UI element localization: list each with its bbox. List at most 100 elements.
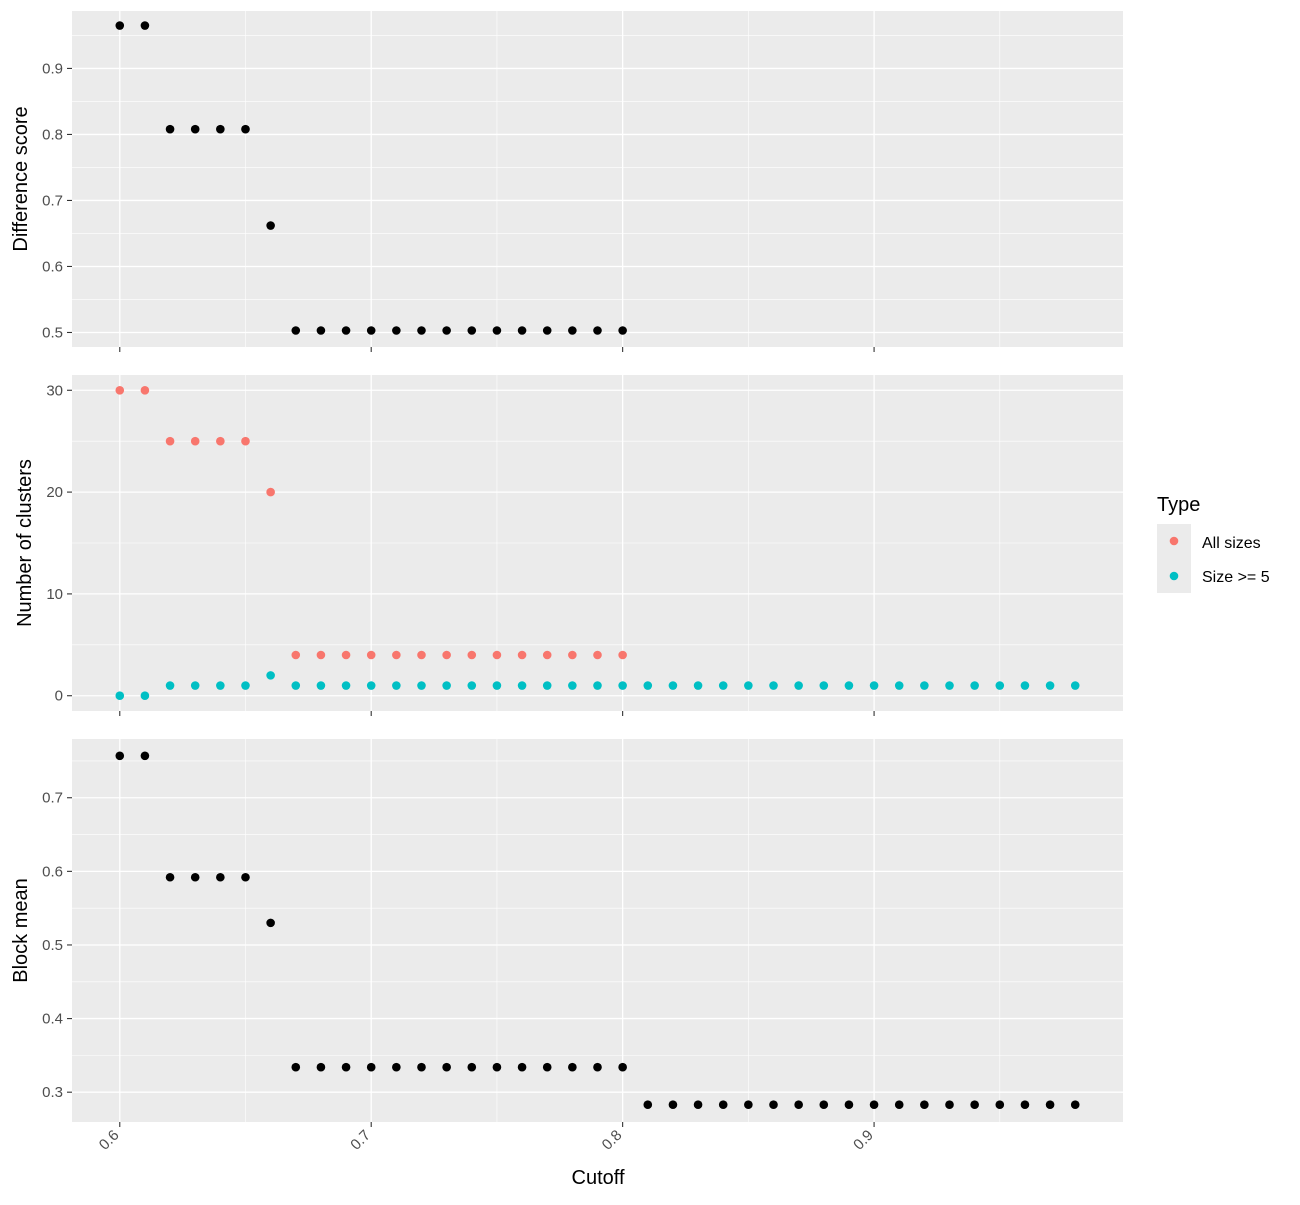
data-point	[392, 681, 401, 690]
data-point	[316, 326, 326, 335]
data-point	[492, 681, 502, 690]
data-point	[467, 650, 477, 660]
data-point	[442, 326, 451, 335]
data-point	[140, 21, 150, 30]
y-tick-label: 0	[55, 688, 63, 705]
data-point	[618, 681, 627, 690]
data-point	[869, 1100, 879, 1110]
data-point	[794, 1100, 803, 1110]
y-tick-label: 0.5	[42, 937, 63, 954]
data-point	[1045, 1100, 1055, 1110]
data-point	[568, 650, 577, 660]
data-point	[366, 681, 376, 690]
data-point	[115, 385, 125, 395]
y-tick-label: 0.7	[42, 192, 63, 209]
data-point	[417, 1062, 426, 1072]
data-point	[115, 21, 125, 30]
data-point	[995, 1100, 1005, 1110]
data-point	[266, 918, 275, 928]
data-point	[668, 681, 678, 690]
data-point	[492, 326, 502, 335]
data-point	[794, 681, 803, 690]
data-point	[618, 650, 627, 660]
data-point	[819, 681, 829, 690]
data-point	[542, 326, 552, 335]
data-point	[392, 326, 401, 335]
data-point	[216, 436, 225, 446]
data-point	[266, 487, 275, 497]
legend-key-size-5	[1169, 571, 1179, 581]
data-point	[517, 1062, 527, 1072]
panel-background	[72, 739, 1123, 1122]
data-point	[190, 681, 200, 690]
x-axis: 0.6 0.7 0.8 0.9	[96, 1127, 877, 1154]
data-point	[467, 326, 477, 335]
data-point	[593, 326, 602, 335]
y-tick-label: 0.5	[42, 324, 63, 341]
data-point	[517, 681, 527, 690]
data-point	[417, 681, 426, 690]
data-point	[1020, 1100, 1030, 1110]
data-point	[442, 1062, 451, 1072]
data-point	[542, 1062, 552, 1072]
data-point	[467, 681, 477, 690]
y-tick-label: 10	[46, 586, 63, 603]
x-tick-label: 0.9	[850, 1127, 877, 1154]
data-point	[341, 1062, 351, 1072]
data-point	[392, 1062, 401, 1072]
data-point	[366, 326, 376, 335]
data-point	[291, 1062, 301, 1072]
data-point	[920, 681, 929, 690]
series-1	[115, 21, 627, 335]
data-point	[241, 681, 250, 690]
panels-layer: 0.5 0.6 0.7 0.8 0.9 Difference score 0 10 20 30 Nu…	[10, 11, 1123, 1127]
data-point	[668, 1100, 678, 1110]
data-point	[341, 326, 351, 335]
data-point	[920, 1100, 929, 1110]
panel-background	[72, 11, 1123, 347]
y-tick-label: 0.9	[42, 60, 63, 77]
y-tick-label: 0.4	[42, 1011, 63, 1028]
panel-3: 0.3 0.4 0.5 0.6 0.7 Block mean	[10, 739, 1123, 1127]
data-point	[241, 872, 250, 882]
legend-key-background	[1157, 524, 1191, 593]
data-point	[417, 326, 426, 335]
data-point	[970, 681, 979, 690]
y-tick-label: 0.7	[42, 790, 63, 807]
data-point	[1070, 1100, 1080, 1110]
data-point	[769, 1100, 778, 1110]
data-point	[165, 124, 175, 134]
y-axis-title: Difference score	[10, 106, 32, 251]
panel-1: 0.5 0.6 0.7 0.8 0.9 Difference score	[10, 11, 1123, 352]
data-point	[945, 681, 954, 690]
y-tick-label: 0.6	[42, 863, 63, 880]
data-point	[241, 124, 250, 134]
data-point	[894, 681, 904, 690]
data-point	[819, 1100, 829, 1110]
data-point	[316, 681, 326, 690]
data-point	[140, 691, 150, 701]
data-point	[291, 681, 301, 690]
data-point	[165, 872, 175, 882]
legend-label-all-sizes: All sizes	[1202, 535, 1261, 552]
data-point	[492, 1062, 502, 1072]
data-point	[266, 671, 275, 680]
y-tick-label: 0.6	[42, 258, 63, 275]
y-tick-label: 20	[46, 484, 63, 501]
data-point	[165, 436, 175, 446]
data-point	[316, 1062, 326, 1072]
series-1	[115, 385, 627, 660]
x-axis-title: Cutoff	[572, 1167, 625, 1189]
y-tick-label: 0.3	[42, 1084, 63, 1101]
data-point	[115, 751, 125, 761]
data-point	[618, 1062, 627, 1072]
data-point	[517, 326, 527, 335]
data-point	[1020, 681, 1030, 690]
panel-2: 0 10 20 30 Number of clusters	[14, 375, 1123, 716]
data-point	[744, 681, 753, 690]
data-point	[190, 872, 200, 882]
data-point	[718, 681, 728, 690]
data-point	[442, 681, 451, 690]
data-point	[568, 681, 577, 690]
